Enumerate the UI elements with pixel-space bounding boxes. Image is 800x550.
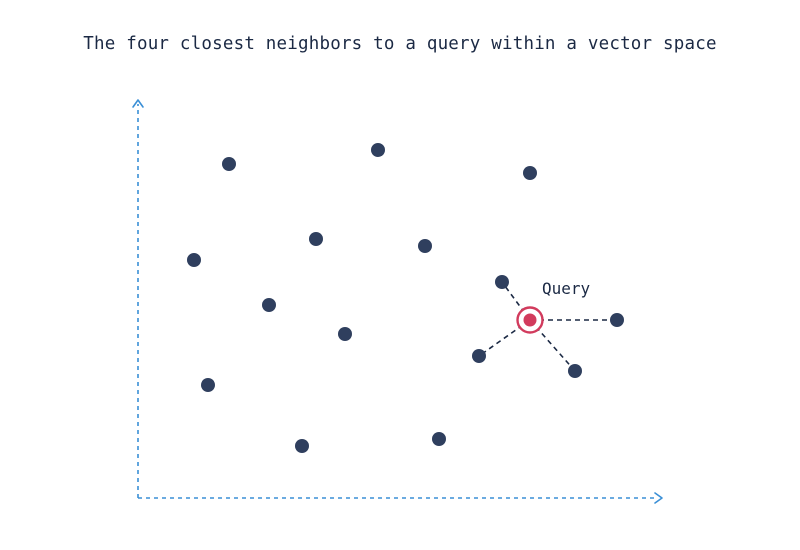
- vector-point: [371, 143, 385, 157]
- vector-point: [187, 253, 201, 267]
- query-point: [516, 306, 544, 334]
- vector-point: [201, 378, 215, 392]
- neighbor-point: [568, 364, 582, 378]
- vector-point: [295, 439, 309, 453]
- diagram-title: The four closest neighbors to a query wi…: [83, 34, 717, 54]
- vector-point: [338, 327, 352, 341]
- neighbor-point: [610, 313, 624, 327]
- vector-point: [523, 166, 537, 180]
- vector-point: [432, 432, 446, 446]
- vector-point: [309, 232, 323, 246]
- query-label: Query: [542, 279, 591, 298]
- vector-point: [222, 157, 236, 171]
- x-axis-arrow-icon: [654, 492, 663, 504]
- neighbor-point: [472, 349, 486, 363]
- y-axis-arrow-icon: [132, 99, 144, 108]
- neighbor-point: [495, 275, 509, 289]
- query-core: [523, 313, 537, 327]
- neighbor-link: [501, 281, 531, 321]
- vector-point: [262, 298, 276, 312]
- vector-point: [418, 239, 432, 253]
